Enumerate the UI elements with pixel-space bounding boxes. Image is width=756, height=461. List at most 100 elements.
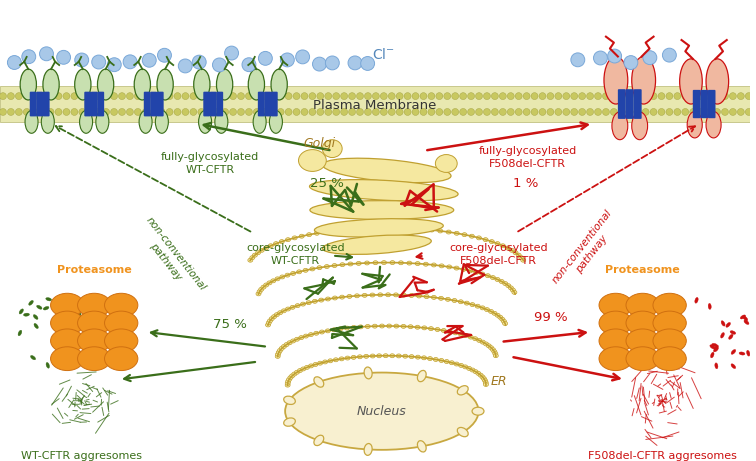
Ellipse shape xyxy=(104,311,138,335)
Circle shape xyxy=(539,108,546,115)
Ellipse shape xyxy=(199,111,212,133)
Circle shape xyxy=(452,108,459,115)
Circle shape xyxy=(55,108,62,115)
Ellipse shape xyxy=(259,248,264,252)
Circle shape xyxy=(594,108,602,115)
Ellipse shape xyxy=(287,341,292,345)
Circle shape xyxy=(682,108,689,115)
Ellipse shape xyxy=(442,329,446,332)
Ellipse shape xyxy=(445,297,451,301)
Ellipse shape xyxy=(279,346,284,350)
Circle shape xyxy=(0,108,7,115)
FancyBboxPatch shape xyxy=(43,92,50,116)
Circle shape xyxy=(547,108,554,115)
Circle shape xyxy=(662,48,677,62)
Ellipse shape xyxy=(482,379,488,383)
Ellipse shape xyxy=(710,345,715,349)
Ellipse shape xyxy=(599,311,632,335)
Circle shape xyxy=(689,108,697,115)
Ellipse shape xyxy=(390,354,395,358)
Circle shape xyxy=(460,108,466,115)
Ellipse shape xyxy=(299,150,327,171)
Ellipse shape xyxy=(98,69,113,100)
Circle shape xyxy=(357,93,364,100)
Ellipse shape xyxy=(286,379,290,384)
Ellipse shape xyxy=(55,335,59,340)
Circle shape xyxy=(539,93,546,100)
FancyBboxPatch shape xyxy=(626,89,634,119)
Circle shape xyxy=(603,93,609,100)
Circle shape xyxy=(730,93,736,100)
Circle shape xyxy=(158,108,165,115)
Ellipse shape xyxy=(495,278,500,282)
Circle shape xyxy=(594,93,602,100)
Ellipse shape xyxy=(454,266,459,270)
Circle shape xyxy=(150,93,157,100)
FancyBboxPatch shape xyxy=(634,89,642,119)
Ellipse shape xyxy=(284,418,296,426)
Ellipse shape xyxy=(284,396,296,404)
Circle shape xyxy=(119,108,125,115)
Ellipse shape xyxy=(308,333,314,337)
Circle shape xyxy=(222,108,228,115)
Ellipse shape xyxy=(422,356,426,360)
Ellipse shape xyxy=(295,337,299,341)
Ellipse shape xyxy=(476,236,482,240)
Ellipse shape xyxy=(492,350,497,354)
Circle shape xyxy=(198,108,205,115)
Circle shape xyxy=(698,108,705,115)
Ellipse shape xyxy=(257,290,262,294)
Circle shape xyxy=(94,93,101,100)
Circle shape xyxy=(642,108,649,115)
Circle shape xyxy=(79,93,85,100)
Circle shape xyxy=(15,93,23,100)
Ellipse shape xyxy=(382,260,386,265)
Ellipse shape xyxy=(493,352,497,355)
Circle shape xyxy=(190,93,197,100)
Ellipse shape xyxy=(42,111,54,133)
Circle shape xyxy=(230,93,237,100)
Circle shape xyxy=(373,93,380,100)
Ellipse shape xyxy=(319,298,324,302)
Ellipse shape xyxy=(740,315,745,319)
Circle shape xyxy=(75,53,88,67)
Ellipse shape xyxy=(325,329,330,333)
Ellipse shape xyxy=(390,260,395,265)
Ellipse shape xyxy=(445,360,449,364)
Ellipse shape xyxy=(370,354,375,358)
Ellipse shape xyxy=(739,352,745,355)
Ellipse shape xyxy=(297,369,302,372)
Ellipse shape xyxy=(271,279,276,283)
Circle shape xyxy=(626,93,634,100)
Circle shape xyxy=(47,108,54,115)
Ellipse shape xyxy=(449,361,454,365)
Circle shape xyxy=(689,93,697,100)
Circle shape xyxy=(531,108,538,115)
Ellipse shape xyxy=(43,69,59,100)
Ellipse shape xyxy=(653,311,686,335)
Ellipse shape xyxy=(345,326,349,330)
Circle shape xyxy=(420,108,427,115)
Ellipse shape xyxy=(680,59,702,104)
Ellipse shape xyxy=(362,293,367,297)
Circle shape xyxy=(182,93,189,100)
Circle shape xyxy=(166,108,173,115)
Text: F508del-CFTR aggresomes: F508del-CFTR aggresomes xyxy=(588,451,737,461)
Ellipse shape xyxy=(310,201,454,219)
Ellipse shape xyxy=(373,324,377,328)
Text: Golgi: Golgi xyxy=(303,137,336,150)
Ellipse shape xyxy=(383,354,388,358)
Ellipse shape xyxy=(480,340,485,344)
Ellipse shape xyxy=(417,441,426,452)
Ellipse shape xyxy=(468,335,473,339)
Ellipse shape xyxy=(358,325,363,329)
FancyBboxPatch shape xyxy=(271,92,277,116)
Ellipse shape xyxy=(268,244,273,248)
Ellipse shape xyxy=(423,262,429,266)
Ellipse shape xyxy=(157,69,173,100)
Ellipse shape xyxy=(407,261,412,265)
Circle shape xyxy=(436,108,443,115)
Circle shape xyxy=(626,108,634,115)
Ellipse shape xyxy=(510,248,514,252)
Text: Plasma Membrane: Plasma Membrane xyxy=(313,99,436,112)
